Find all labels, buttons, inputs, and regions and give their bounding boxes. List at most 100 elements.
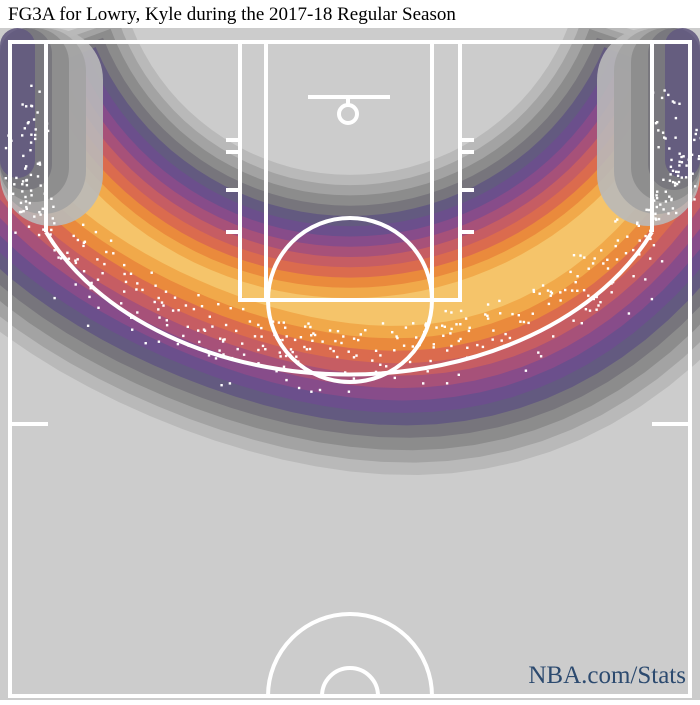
shot-marker [693,198,695,200]
shot-marker [499,312,501,314]
shot-marker [662,208,664,210]
shot-marker [670,199,672,201]
shot-marker [662,179,664,181]
shot-marker [249,320,251,322]
shot-marker [174,297,176,299]
shot-marker [537,351,539,353]
shot-marker [187,326,189,328]
shot-marker [294,339,296,341]
shot-marker [12,193,14,195]
shot-marker [469,327,471,329]
shot-marker [677,171,679,173]
shot-marker [672,170,674,172]
shot-marker [75,262,77,264]
shot-marker [594,257,596,259]
shot-marker [353,377,355,379]
shot-marker [136,282,138,284]
shot-marker [379,354,381,356]
shot-marker [458,374,460,376]
shot-marker [548,303,550,305]
shot-marker [53,297,55,299]
shot-marker [264,348,266,350]
shot-marker [39,162,41,164]
shot-marker [445,310,447,312]
shot-marker [211,325,213,327]
shot-marker [632,249,634,251]
shot-marker [19,211,21,213]
shot-marker [22,180,24,182]
density-left-corner-5 [0,28,35,178]
shot-marker [348,391,350,393]
shot-marker [27,122,29,124]
shot-marker [123,290,125,292]
shot-marker [575,281,577,283]
shot-marker [615,245,617,247]
shot-marker [198,341,200,343]
shot-marker [519,321,521,323]
shot-marker [458,340,460,342]
shot-marker [50,229,52,231]
shot-marker [130,273,132,275]
shot-marker [492,329,494,331]
shot-marker [37,175,39,177]
shot-marker [675,117,677,119]
shot-marker [695,133,697,135]
shot-marker [309,348,311,350]
shot-marker [433,343,435,345]
shot-marker [193,308,195,310]
shot-marker [279,355,281,357]
shot-marker [30,189,32,191]
shot-marker [336,356,338,358]
shot-marker [42,208,44,210]
shot-marker [532,313,534,315]
shot-marker [342,335,344,337]
shot-marker [284,327,286,329]
shot-marker [649,257,651,259]
shot-marker [433,346,435,348]
shot-marker [30,134,32,136]
shot-marker [393,349,395,351]
shot-marker [21,134,23,136]
shot-marker [539,293,541,295]
shot-marker [131,329,133,331]
shot-marker [35,128,37,130]
shot-marker [283,366,285,368]
shot-marker [616,258,618,260]
shot-marker [312,332,314,334]
shot-marker [36,111,38,113]
shot-marker [525,370,527,372]
shot-marker [579,254,581,256]
shot-marker [20,202,22,204]
shot-marker [678,161,680,163]
shot-marker [33,118,35,120]
shot-marker [26,179,28,181]
shot-marker [382,322,384,324]
shot-marker [30,194,32,196]
shot-marker [644,278,646,280]
shot-marker [645,209,647,211]
shot-marker [446,382,448,384]
shot-marker [648,209,650,211]
shot-marker [523,321,525,323]
shot-marker [5,147,7,149]
shot-marker [681,176,683,178]
shot-marker [427,370,429,372]
shot-marker [123,264,125,266]
shot-marker [235,330,237,332]
shot-marker [203,328,205,330]
shot-marker [606,259,608,261]
shot-marker [638,225,640,227]
shot-marker [581,322,583,324]
shot-marker [599,301,601,303]
shot-marker [158,297,160,299]
shot-marker [15,177,17,179]
shot-marker [262,345,264,347]
shot-marker [559,299,561,301]
shot-marker [540,355,542,357]
shot-marker [135,288,137,290]
shot-marker [66,252,68,254]
shot-marker [30,85,32,87]
shot-marker [110,240,112,242]
